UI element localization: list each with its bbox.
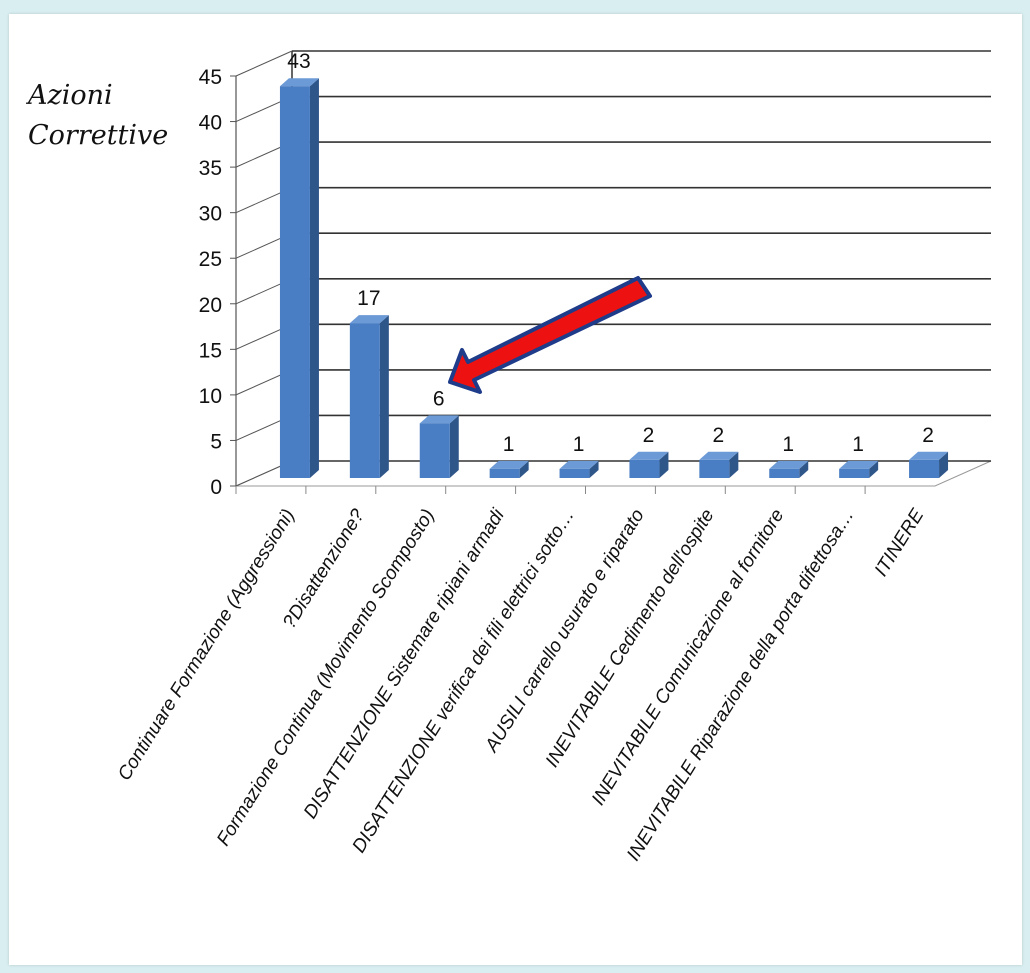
data-label: 1	[573, 433, 585, 456]
data-label: 6	[433, 387, 445, 410]
category-label: Continuare Formazione (Aggressioni)	[114, 506, 299, 785]
y-tick-label: 35	[199, 157, 222, 180]
bar-top	[419, 415, 459, 424]
y-tick-label: 15	[199, 339, 222, 362]
y-tick-label: 40	[199, 112, 222, 135]
bar-side	[519, 460, 529, 478]
data-label: 2	[713, 424, 725, 447]
bar-top	[489, 460, 529, 469]
bar-side	[799, 460, 809, 478]
data-label: 2	[643, 424, 655, 447]
y-axis-label-line-2: Correttive	[28, 120, 169, 151]
gridlines	[230, 50, 992, 494]
bar-top	[279, 78, 319, 87]
bar	[279, 78, 319, 478]
bar-front	[629, 459, 660, 478]
bar	[909, 451, 949, 478]
bar-side	[309, 78, 319, 478]
y-tick-label: 30	[199, 203, 222, 226]
bar-front	[699, 459, 730, 478]
bar-top	[839, 460, 879, 469]
data-label: 2	[922, 424, 934, 447]
bar-side	[869, 460, 879, 478]
gridline-diagonal	[235, 50, 293, 77]
bar-front	[419, 423, 450, 478]
bar-side	[939, 451, 949, 478]
data-label: 1	[782, 433, 794, 456]
bar-side	[659, 451, 669, 478]
bar-front	[489, 468, 520, 478]
bar-side	[449, 415, 459, 478]
bars	[279, 78, 949, 478]
bar-side	[379, 315, 389, 478]
y-tick-labels: 0 5 10 15 20 25 30 35 40 45	[199, 66, 222, 499]
data-label: 17	[357, 287, 380, 310]
bar-side	[589, 460, 599, 478]
bar	[629, 451, 669, 478]
bar	[699, 451, 739, 478]
bar-top	[769, 460, 809, 469]
bar-top	[629, 451, 669, 460]
y-tick-label: 0	[210, 476, 222, 499]
bar-top	[909, 451, 949, 460]
data-label: 43	[287, 50, 310, 73]
bar	[769, 460, 809, 478]
y-tick-label: 25	[199, 248, 222, 271]
category-label: ITINERE	[871, 505, 929, 580]
y-tick-label: 20	[199, 294, 222, 317]
y-axis-label: Azioni Correttive	[28, 76, 168, 156]
bar-front	[769, 468, 800, 478]
bar	[559, 460, 599, 478]
bar-front	[279, 86, 310, 478]
bar-front	[909, 459, 940, 478]
category-labels: Continuare Formazione (Aggressioni)?Disa…	[114, 505, 928, 865]
data-label: 1	[852, 433, 864, 456]
data-label: 1	[503, 433, 515, 456]
bar-front	[349, 323, 380, 478]
arrow-shape	[448, 276, 652, 394]
bar-front	[839, 468, 870, 478]
data-labels: 43 17 6 1 1 2 2 1 1 2	[287, 50, 934, 456]
y-axis-label-line-1: Azioni	[28, 80, 113, 111]
bar-top	[349, 315, 389, 324]
arrow-annotation	[448, 276, 652, 394]
bar-top	[699, 451, 739, 460]
bar-top	[559, 460, 599, 469]
y-tick-label: 45	[199, 66, 222, 89]
bar	[419, 415, 459, 478]
annotation	[448, 276, 652, 394]
y-tick-label: 10	[199, 385, 222, 408]
bar-side	[729, 451, 739, 478]
bar	[839, 460, 879, 478]
bar	[349, 315, 389, 478]
y-tick-label: 5	[210, 430, 222, 453]
bar	[489, 460, 529, 478]
bar-front	[559, 468, 590, 478]
